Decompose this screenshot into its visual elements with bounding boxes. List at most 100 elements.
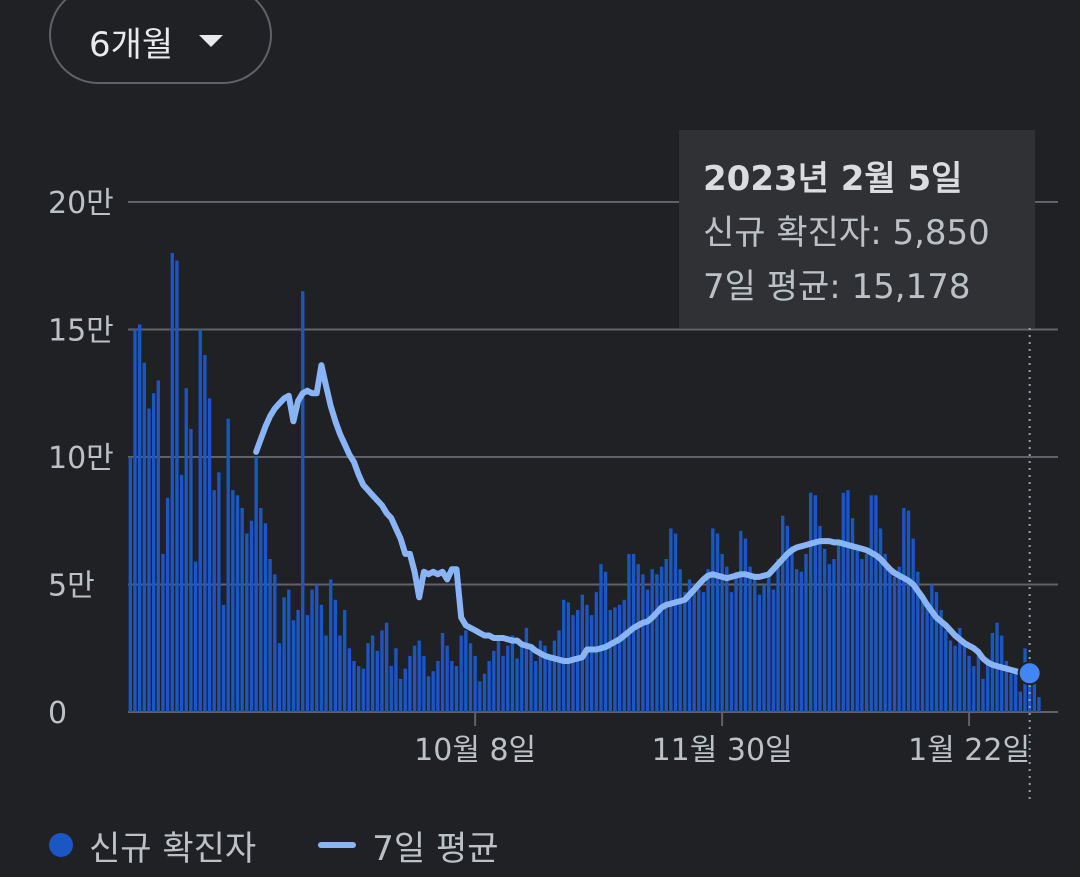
case-bar (468, 643, 473, 712)
case-bar (972, 666, 976, 712)
case-bar (790, 546, 794, 712)
case-bar (864, 553, 869, 712)
case-bar (916, 571, 920, 712)
case-bar (440, 632, 445, 712)
case-bar (771, 589, 776, 712)
case-bar (329, 579, 333, 712)
tooltip-date: 2023년 2월 5일 (703, 159, 963, 199)
case-bar (356, 666, 361, 712)
case-bar (1004, 661, 1009, 712)
case-bar (156, 380, 160, 712)
tooltip-new-cases: 신규 확진자: 5,850 (703, 213, 990, 253)
case-bar (808, 492, 813, 712)
case-bar (436, 661, 440, 712)
case-bar (412, 645, 417, 712)
case-bar (585, 604, 589, 712)
case-bar (333, 599, 338, 712)
case-bar (557, 630, 561, 712)
case-bar (804, 553, 808, 712)
case-bar (366, 643, 370, 712)
case-bar (743, 538, 748, 712)
case-bar (939, 610, 943, 712)
case-bar (501, 655, 505, 712)
case-bar (431, 671, 435, 712)
case-bar (249, 520, 254, 712)
legend-average-line-icon (318, 842, 357, 848)
case-bar (184, 388, 188, 712)
y-tick-label: 10만 (48, 441, 114, 476)
case-bar (664, 559, 668, 712)
case-bar (142, 362, 146, 712)
case-bar (850, 518, 855, 712)
case-bar (571, 615, 575, 712)
case-bar (608, 610, 612, 712)
case-bar (175, 260, 179, 712)
chart-tooltip: 2023년 2월 5일 신규 확진자: 5,850 7일 평균: 15,178 (679, 130, 1035, 328)
case-bar (822, 548, 827, 712)
case-bar (836, 543, 841, 712)
case-bar (930, 584, 934, 712)
case-bar (245, 533, 249, 712)
case-bar (906, 510, 911, 712)
case-bar (226, 418, 230, 712)
case-bar (869, 495, 873, 712)
case-bar (883, 553, 887, 712)
case-bar (370, 635, 375, 712)
case-bar (739, 530, 743, 712)
y-tick-label: 20만 (48, 186, 114, 221)
case-bar (734, 571, 738, 712)
case-bar (147, 408, 151, 712)
case-bar (641, 574, 645, 712)
case-bar (799, 571, 804, 712)
case-bar (221, 604, 226, 712)
case-bar (902, 508, 906, 712)
case-bar (748, 566, 752, 712)
case-bar (669, 528, 673, 712)
case-bar (254, 457, 258, 712)
case-bar (375, 650, 379, 712)
case-bar (855, 546, 859, 712)
case-bar (958, 627, 962, 712)
case-bar (1018, 691, 1023, 712)
case-bar (1000, 635, 1004, 712)
case-bar (408, 655, 412, 712)
case-bar (967, 655, 971, 712)
case-bar (338, 635, 342, 712)
case-bar (548, 655, 552, 712)
case-bar (231, 490, 235, 712)
case-bar (203, 355, 207, 712)
case-bar (1009, 673, 1013, 712)
case-bar (343, 610, 347, 712)
case-bar (948, 640, 953, 712)
legend-cases-dot-icon (49, 833, 73, 857)
case-bar (422, 655, 426, 712)
case-bar (892, 576, 897, 712)
case-bar (454, 666, 459, 712)
case-bar (510, 635, 515, 712)
case-bar (767, 571, 771, 712)
hover-point (1017, 661, 1042, 686)
case-bar (878, 528, 883, 712)
x-tick-label: 11월 30일 (652, 733, 793, 768)
case-bar (189, 428, 193, 712)
case-bar (920, 597, 925, 712)
case-bar (384, 622, 389, 712)
case-bar (874, 495, 878, 712)
case-bar (198, 329, 202, 712)
case-bar (692, 584, 696, 712)
case-bar (240, 508, 244, 712)
case-bar (151, 393, 156, 712)
case-bar (170, 253, 174, 712)
case-bar (207, 398, 212, 712)
case-bar (193, 561, 198, 712)
range-selector[interactable]: 6개월 (49, 0, 272, 84)
case-bar (287, 589, 291, 712)
case-bar (417, 640, 421, 712)
case-bar (459, 635, 463, 712)
case-bar (534, 661, 538, 712)
case-bar (962, 643, 967, 712)
case-bar (589, 615, 594, 712)
case-bar (315, 584, 319, 712)
case-bar (827, 564, 831, 712)
